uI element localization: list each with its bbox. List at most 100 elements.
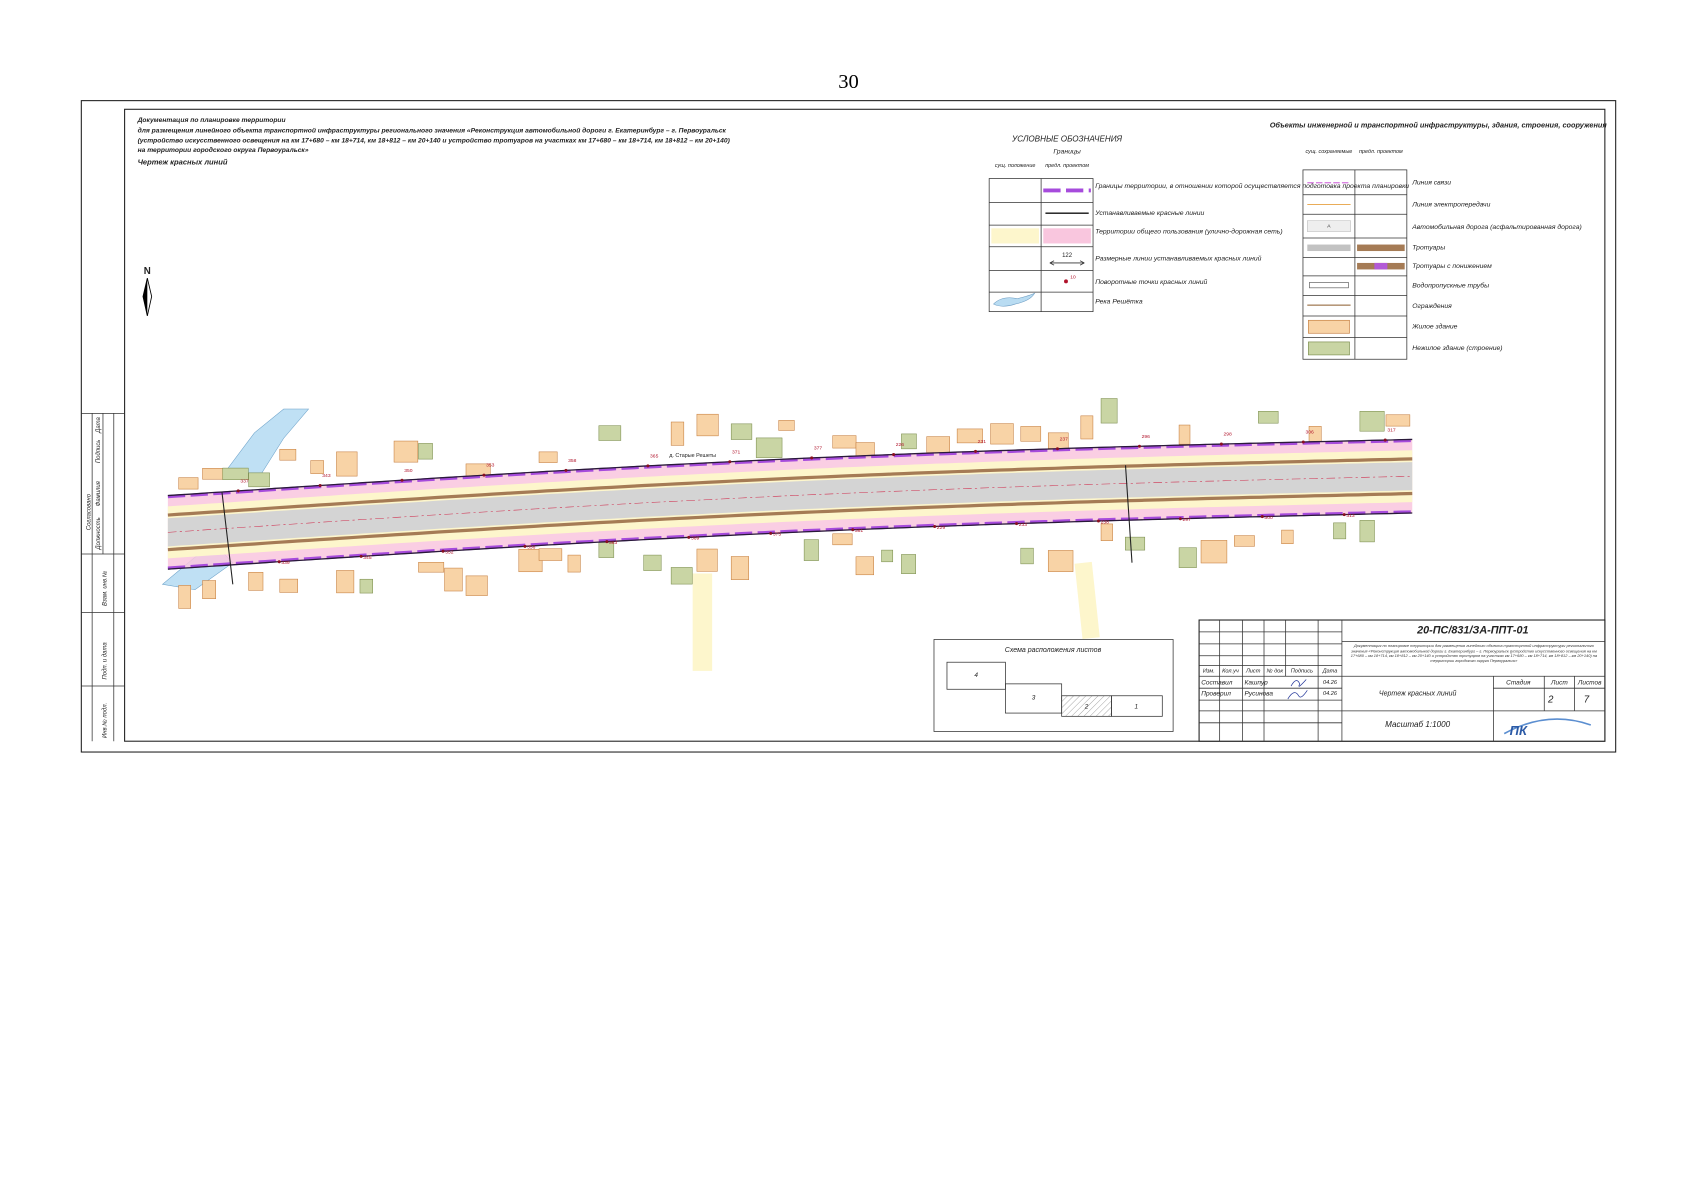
residential-building bbox=[1047, 550, 1074, 572]
legend-symbol bbox=[1307, 244, 1351, 252]
nonresidential-building bbox=[730, 423, 753, 440]
road bbox=[167, 462, 1413, 547]
legend-label: Устанавливаемые красные линии bbox=[1094, 210, 1204, 217]
turning-point bbox=[1260, 515, 1264, 519]
turning-point bbox=[1137, 444, 1141, 448]
turning-point-label: 363 bbox=[609, 540, 618, 546]
header-subtitle: Чертеж красных линий bbox=[138, 157, 228, 166]
legend-symbol bbox=[1308, 341, 1350, 356]
side-road bbox=[692, 573, 713, 671]
legend-symbol bbox=[991, 228, 1039, 244]
turning-point-label: 298 bbox=[1224, 432, 1233, 438]
sidewalk bbox=[167, 457, 1413, 517]
nonresidential-building bbox=[901, 433, 917, 450]
turning-point-label: 353 bbox=[486, 463, 495, 469]
role: Проверил bbox=[1201, 690, 1231, 697]
legend-label: Размерные линии устанавливаемых красных … bbox=[1095, 254, 1261, 262]
header: Документация по планировке территории дл… bbox=[137, 117, 731, 166]
stamp-label: Согласовано bbox=[86, 493, 92, 530]
drawing-title: Чертеж красных линий bbox=[1379, 689, 1457, 697]
outer-frame bbox=[80, 100, 1617, 753]
nonresidential-building bbox=[643, 554, 662, 571]
legend-title: УСЛОВНЫЕ ОБОЗНАЧЕНИЯ bbox=[1011, 135, 1123, 144]
stamp-grid bbox=[81, 412, 125, 742]
legend-label: Нежилое здание (строение) bbox=[1412, 344, 1502, 352]
turning-point bbox=[1383, 438, 1387, 442]
legend-symbol bbox=[1307, 220, 1351, 232]
turning-point-label: 381 bbox=[855, 528, 864, 534]
turning-point bbox=[646, 464, 650, 468]
turning-point-label: 296 bbox=[1142, 434, 1151, 440]
side-road bbox=[1074, 561, 1100, 640]
north-symbol bbox=[142, 278, 148, 316]
person: Русинова bbox=[1245, 690, 1274, 697]
scheme-sheet-label: 1 bbox=[1135, 703, 1139, 710]
residential-building bbox=[336, 451, 358, 477]
turning-point-label: 345 bbox=[363, 555, 372, 561]
residential-building bbox=[279, 578, 299, 593]
turning-point bbox=[810, 456, 814, 460]
legend-symbol bbox=[1308, 319, 1350, 334]
residential-building bbox=[855, 556, 874, 576]
column-header: Лист bbox=[1245, 668, 1261, 674]
village-label: д. Старые Решеты bbox=[669, 453, 716, 459]
legend-label: Тротуары bbox=[1412, 245, 1445, 252]
turning-point-label: 300 bbox=[1264, 515, 1273, 521]
stamp-label: Дата bbox=[96, 416, 102, 433]
nonresidential-building bbox=[1333, 522, 1347, 540]
residential-building bbox=[1234, 535, 1255, 547]
legend-label: Тротуары с понижением bbox=[1412, 263, 1492, 270]
turning-point bbox=[1096, 519, 1100, 523]
stamp-label: Подпись bbox=[96, 440, 102, 464]
residential-building bbox=[178, 585, 191, 609]
turning-point-label: 313 bbox=[1346, 513, 1355, 519]
turning-point-label: 352 bbox=[445, 550, 454, 556]
description-box: Документация по планировке территории дл… bbox=[1351, 644, 1597, 663]
page-number: 30 bbox=[838, 71, 859, 93]
legend-symbol bbox=[1064, 279, 1068, 284]
scheme-sheet-label: 4 bbox=[974, 672, 978, 679]
residential-building bbox=[538, 451, 558, 463]
red-line bbox=[167, 512, 1413, 570]
legend-column: сущ. положение bbox=[995, 163, 1035, 169]
inner-frame bbox=[124, 108, 1606, 742]
turning-point bbox=[400, 478, 404, 482]
legend-symbol bbox=[1309, 282, 1349, 289]
stamp-label: Должность bbox=[96, 517, 102, 550]
residential-building bbox=[730, 556, 750, 580]
scheme-sheet-label: 2 bbox=[1084, 703, 1089, 710]
logo: ПК bbox=[1510, 723, 1528, 738]
residential-building bbox=[178, 477, 199, 490]
turning-point bbox=[482, 473, 486, 477]
header-line: Документация по планировке территории bbox=[137, 117, 286, 124]
residential-building bbox=[1100, 523, 1113, 541]
legend-label: Ограждения bbox=[1412, 302, 1452, 310]
stage-header: Листов bbox=[1577, 679, 1602, 686]
date: 04.26 bbox=[1323, 691, 1338, 697]
legend-subtitle: Границы bbox=[1053, 148, 1080, 155]
nonresidential-building bbox=[1100, 398, 1118, 424]
residential-building bbox=[279, 448, 297, 461]
residential-building bbox=[538, 548, 563, 561]
territory-border bbox=[167, 438, 1413, 499]
legend-label: Автомобильная дорога (асфальтированная д… bbox=[1411, 223, 1582, 231]
turning-point bbox=[1015, 522, 1019, 526]
turning-point-label: 371 bbox=[732, 449, 741, 455]
turning-point bbox=[974, 449, 978, 453]
column-header: Подпись bbox=[1291, 668, 1313, 674]
residential-building bbox=[1385, 414, 1411, 427]
red-line bbox=[167, 438, 1413, 497]
stamp-label: Инв.№ подл. bbox=[102, 703, 109, 738]
legend-symbol bbox=[1357, 244, 1405, 252]
turning-point-label: 369 bbox=[691, 536, 700, 542]
residential-building bbox=[956, 428, 983, 444]
north-label: N bbox=[144, 266, 151, 277]
sheet-scheme: Схема расположения листов 4 3 2 1 bbox=[933, 639, 1174, 732]
residential-building bbox=[990, 423, 1014, 445]
role: Составил bbox=[1201, 679, 1232, 686]
turning-point bbox=[359, 554, 363, 558]
turning-point bbox=[933, 525, 937, 529]
turning-point bbox=[523, 544, 527, 548]
